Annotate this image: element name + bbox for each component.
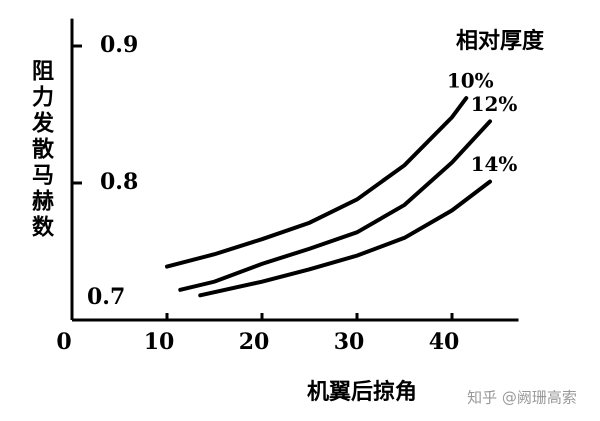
legend-title: 相对厚度 xyxy=(456,28,545,54)
x-tick-label: 0 xyxy=(56,329,71,355)
x-axis-label: 机翼后掠角 xyxy=(307,379,417,405)
watermark: 知乎 @阙珊高索 xyxy=(467,389,577,407)
x-tick-label: 10 xyxy=(144,329,175,355)
x-tick-label: 20 xyxy=(239,329,270,355)
x-tick-label: 30 xyxy=(334,329,365,355)
y-tick-label: 0.9 xyxy=(100,32,138,58)
series-label: 12% xyxy=(471,92,518,116)
line xyxy=(198,179,492,298)
y-axis-label: 阻力发散马赫数 xyxy=(28,59,55,241)
line xyxy=(178,119,492,292)
line xyxy=(165,96,469,269)
series-label: 10% xyxy=(447,69,494,93)
series-label: 14% xyxy=(471,152,518,176)
x-tick-label: 40 xyxy=(429,329,460,355)
y-tick-label: 0.7 xyxy=(87,284,125,310)
y-tick-label: 0.8 xyxy=(100,169,138,195)
